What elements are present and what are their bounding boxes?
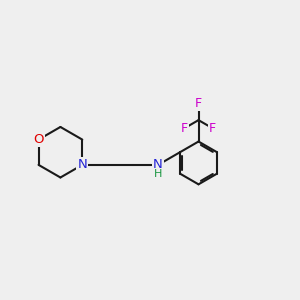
Text: F: F [181,122,188,135]
Text: F: F [209,122,216,135]
Text: O: O [33,133,44,146]
Text: N: N [153,158,163,171]
Text: F: F [195,97,202,110]
Text: N: N [77,158,87,171]
Text: H: H [154,169,162,179]
